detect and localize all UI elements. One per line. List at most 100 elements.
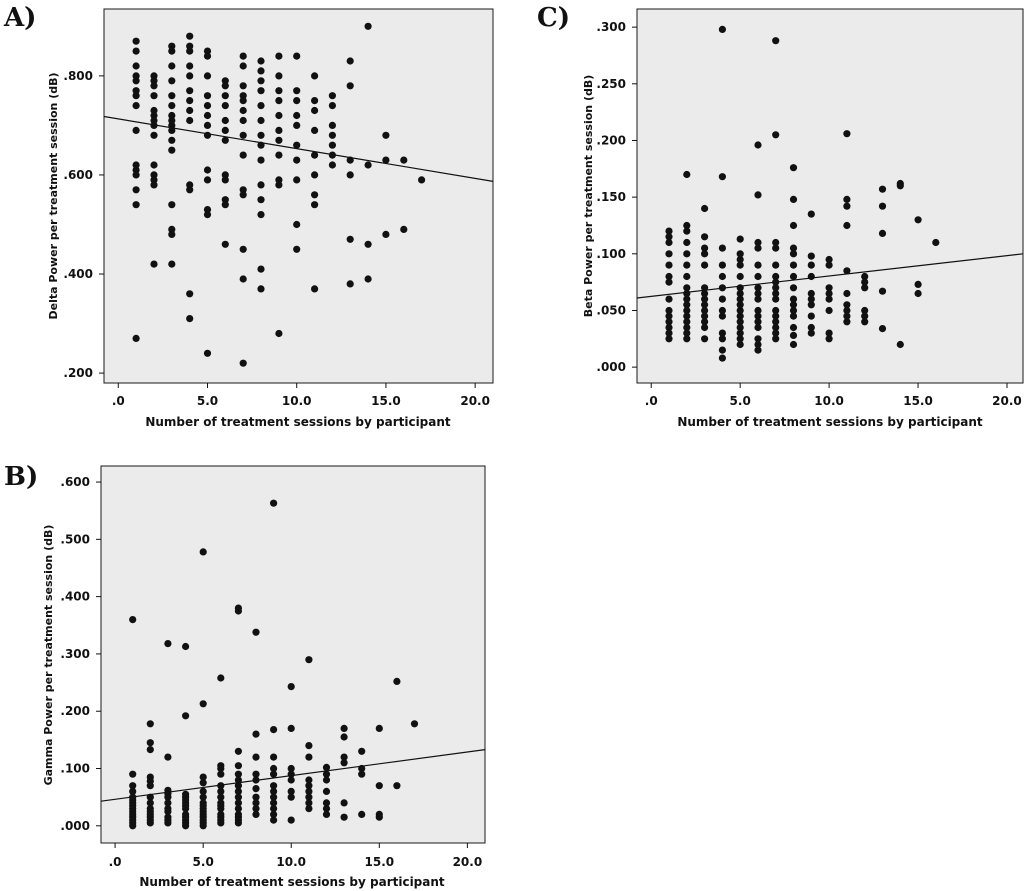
panel-b-data-point bbox=[305, 793, 313, 801]
panel-a-data-point bbox=[168, 146, 176, 154]
panel-c-data-point bbox=[701, 261, 709, 269]
panel-a-data-point bbox=[203, 72, 212, 80]
panel-b-x-tick-label: 10.0 bbox=[276, 855, 306, 869]
panel-a-data-point bbox=[293, 245, 301, 253]
panel-b-data-point bbox=[182, 642, 190, 651]
panel-c-data-point bbox=[807, 210, 815, 218]
panel-c-x-tick-label: 15.0 bbox=[903, 394, 933, 408]
panel-c-data-point bbox=[807, 312, 815, 320]
panel-a-data-point bbox=[168, 102, 176, 110]
panel-c-data-point bbox=[683, 318, 691, 326]
panel-c-data-point bbox=[754, 284, 762, 292]
panel-b-data-point bbox=[340, 724, 348, 733]
panel-c-data-point bbox=[736, 329, 744, 337]
panel-a-data-point bbox=[275, 176, 283, 184]
panel-c-data-point bbox=[683, 170, 691, 179]
panel-a-data-point bbox=[132, 126, 140, 134]
panel-b-data-point bbox=[146, 739, 154, 747]
panel-b-x-tick-label: 15.0 bbox=[365, 855, 395, 869]
panel-a-data-point bbox=[221, 82, 229, 90]
panel-c-data-point bbox=[683, 261, 691, 269]
panel-c-data-point bbox=[754, 238, 762, 247]
panel-a-data-point bbox=[275, 329, 283, 338]
panel-a-data-point bbox=[239, 151, 247, 159]
panel-c-data-point bbox=[825, 289, 833, 298]
panel-b-data-point bbox=[375, 782, 383, 790]
panel-a-data-point bbox=[168, 77, 176, 85]
panel-c-data-point bbox=[718, 346, 727, 354]
panel-a-data-point bbox=[150, 77, 158, 85]
panel-a-data-point bbox=[257, 156, 265, 164]
panel-c-data-point bbox=[789, 164, 798, 172]
panel-c-x-tick-label: .0 bbox=[645, 394, 658, 408]
panel-c-data-point bbox=[718, 306, 727, 315]
panel-a-data-point bbox=[275, 111, 283, 120]
panel-b-data-point bbox=[287, 776, 295, 784]
panel-b-data-point bbox=[234, 787, 242, 796]
panel-a-data-point bbox=[186, 290, 194, 298]
panel-c-data-point bbox=[789, 323, 798, 332]
panel-c-data-point bbox=[701, 295, 709, 303]
panel-c-data-point bbox=[789, 250, 798, 258]
panel-c-data-point bbox=[736, 272, 744, 281]
panel-a-data-point bbox=[382, 230, 390, 238]
panel-c-data-point bbox=[683, 323, 691, 332]
panel-c-data-point bbox=[736, 289, 744, 298]
panel-c-data-point bbox=[665, 233, 673, 241]
panel-b-data-point bbox=[234, 805, 242, 813]
panel-a-y-tick-label: .600 bbox=[63, 168, 93, 182]
panel-b-x-axis-title: Number of treatment sessions by particip… bbox=[139, 875, 445, 889]
panel-c-data-point bbox=[683, 250, 691, 258]
panel-c-data-point bbox=[701, 301, 709, 309]
panel-a-data-point bbox=[132, 102, 140, 110]
panel-b-data-point bbox=[305, 782, 313, 790]
panel-a-data-point bbox=[132, 201, 140, 209]
panel-a-data-point bbox=[239, 131, 247, 139]
panel-b-data-point bbox=[340, 753, 348, 761]
panel-c-data-point bbox=[718, 295, 727, 303]
panel-c-data-point bbox=[736, 323, 744, 332]
panel-c-data-point bbox=[843, 306, 851, 315]
panel-c-data-point bbox=[825, 255, 833, 264]
panel-c-y-tick-label: .050 bbox=[596, 303, 626, 317]
panel-c-data-point bbox=[754, 289, 762, 298]
panel-b-y-tick-label: .500 bbox=[60, 532, 90, 546]
panel-a-data-point bbox=[168, 62, 176, 70]
panel-a-data-point bbox=[203, 211, 212, 219]
panel-b-data-point bbox=[270, 787, 278, 796]
panel-c-data-point bbox=[789, 306, 798, 315]
panel-c-data-point bbox=[825, 261, 833, 269]
panel-c-data-point bbox=[843, 318, 851, 326]
panel-a-y-axis-title: Delta Power per treatment session (dB) bbox=[47, 72, 60, 319]
panel-c-data-point bbox=[665, 335, 673, 343]
panel-c-data-point bbox=[807, 272, 815, 281]
panel-c-data-point bbox=[772, 238, 780, 247]
panel-b-y-tick-label: .000 bbox=[60, 819, 90, 833]
panel-c-data-point bbox=[789, 221, 798, 230]
panel-c-data-point bbox=[683, 227, 691, 235]
panel-b-data-point bbox=[146, 720, 154, 728]
panel-c-data-point bbox=[772, 329, 780, 337]
panel-c-data-point bbox=[665, 306, 673, 315]
panel-a-data-point bbox=[221, 196, 229, 204]
panel-a-data-point bbox=[275, 52, 283, 60]
panel-a-data-point bbox=[257, 211, 265, 219]
panel-c-data-point bbox=[789, 340, 798, 349]
panel-c-data-point bbox=[861, 272, 869, 281]
panel-a-data-point bbox=[221, 136, 229, 144]
panel-c-data-point bbox=[718, 25, 727, 33]
panel-c-data-point bbox=[754, 272, 762, 281]
panel-b-data-point bbox=[199, 779, 207, 787]
panel-b-data-point bbox=[252, 810, 260, 819]
panel-a-data-point bbox=[418, 176, 426, 184]
panel-b-data-point bbox=[164, 807, 172, 816]
panel-a-data-point bbox=[257, 196, 265, 204]
panel-b-data-point bbox=[305, 799, 313, 807]
panel-b-data-point bbox=[340, 799, 348, 807]
panel-b-data-point bbox=[305, 742, 313, 750]
panel-a-data-point bbox=[239, 245, 247, 253]
panel-c-data-point bbox=[701, 244, 709, 252]
panel-a-data-point bbox=[346, 82, 354, 90]
panel-c-data-point bbox=[772, 318, 780, 326]
